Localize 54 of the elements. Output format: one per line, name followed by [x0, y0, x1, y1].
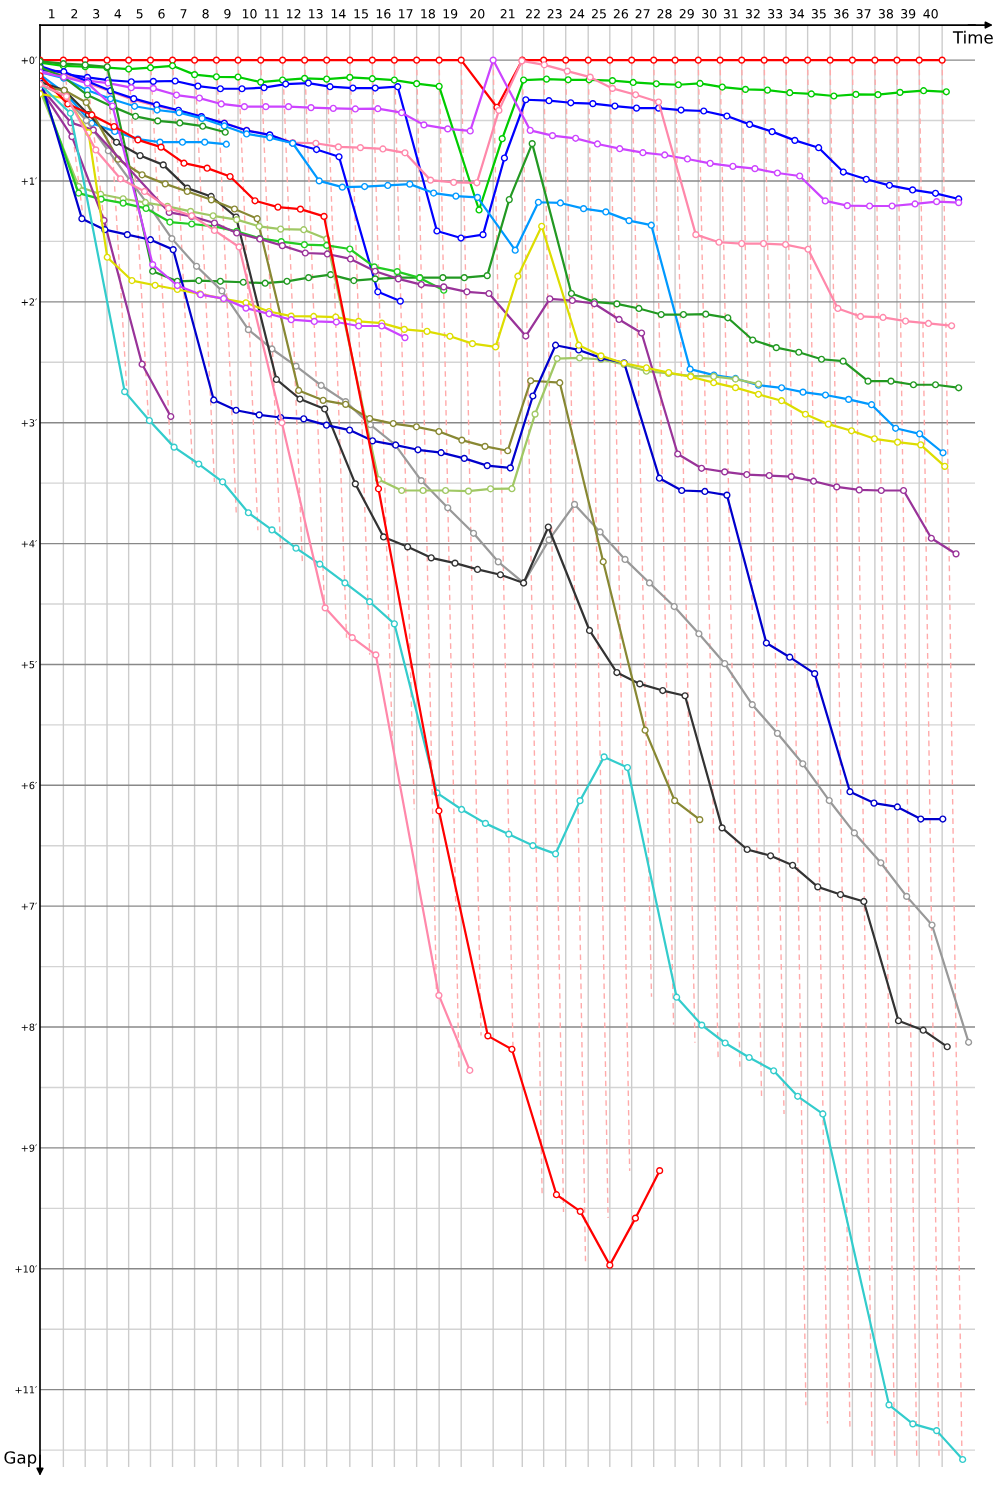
y-tick-label: +9′	[21, 1144, 37, 1152]
x-tick-label: 8	[202, 9, 209, 19]
y-tick-label: +5′	[21, 661, 37, 669]
y-tick-label: +4′	[21, 540, 37, 548]
x-tick-label: 36	[834, 9, 849, 19]
x-tick-label: 40	[923, 9, 938, 19]
x-tick-label: 28	[657, 9, 672, 19]
x-tick-label: 25	[591, 9, 606, 19]
x-tick-label: 5	[136, 9, 143, 19]
y-tick-label: +10′	[15, 1265, 37, 1273]
y-tick-label: +2′	[21, 298, 37, 306]
x-tick-label: 39	[901, 9, 916, 19]
y-tick-label: +7′	[21, 902, 37, 910]
x-tick-label: 14	[331, 9, 346, 19]
x-tick-label: 15	[354, 9, 368, 19]
x-tick-label: 11	[265, 9, 279, 19]
x-tick-label: 10	[242, 9, 257, 19]
x-tick-label: 35	[811, 9, 826, 19]
y-tick-label: +1′	[21, 177, 37, 185]
x-tick-label: 17	[399, 9, 413, 19]
x-tick-label: 24	[569, 9, 585, 19]
x-tick-label: 32	[745, 9, 760, 19]
x-tick-label: 29	[679, 9, 694, 19]
x-tick-label: 1	[49, 9, 55, 19]
x-tick-label: 21	[500, 9, 515, 19]
x-tick-label: 3	[93, 9, 100, 19]
x-tick-label: 26	[613, 9, 629, 19]
y-tick-label: +6′	[21, 781, 37, 790]
x-tick-label: 4	[114, 9, 122, 19]
x-tick-label: 6	[158, 9, 165, 19]
x-tick-label: 2	[71, 9, 78, 19]
x-tick-label: 20	[470, 9, 485, 19]
x-tick-label: 22	[526, 9, 540, 19]
x-tick-label: 16	[376, 9, 391, 19]
x-tick-label: 18	[421, 9, 435, 19]
x-tick-label: 37	[856, 9, 871, 19]
x-tick-label: 33	[768, 9, 783, 19]
y-tick-label: +11′	[15, 1386, 37, 1394]
y-tick-label: +8′	[21, 1023, 37, 1031]
x-tick-label: 30	[702, 9, 717, 19]
x-tick-label: 19	[443, 9, 458, 19]
x-tick-label: 27	[635, 9, 650, 19]
x-tick-label: 9	[224, 9, 231, 19]
x-tick-label: 12	[287, 9, 301, 19]
x-tick-label: 13	[309, 9, 323, 19]
y-tick-label: +0′	[21, 56, 37, 64]
x-axis-title: Time	[952, 30, 993, 44]
x-tick-label: 34	[789, 9, 805, 19]
x-tick-label: 31	[723, 9, 738, 19]
x-tick-label: 23	[547, 9, 562, 19]
y-tick-label: +3′	[21, 419, 37, 427]
x-tick-label: 38	[878, 9, 894, 19]
y-axis-title: Gap	[4, 1451, 37, 1467]
x-tick-label: 7	[180, 9, 187, 19]
